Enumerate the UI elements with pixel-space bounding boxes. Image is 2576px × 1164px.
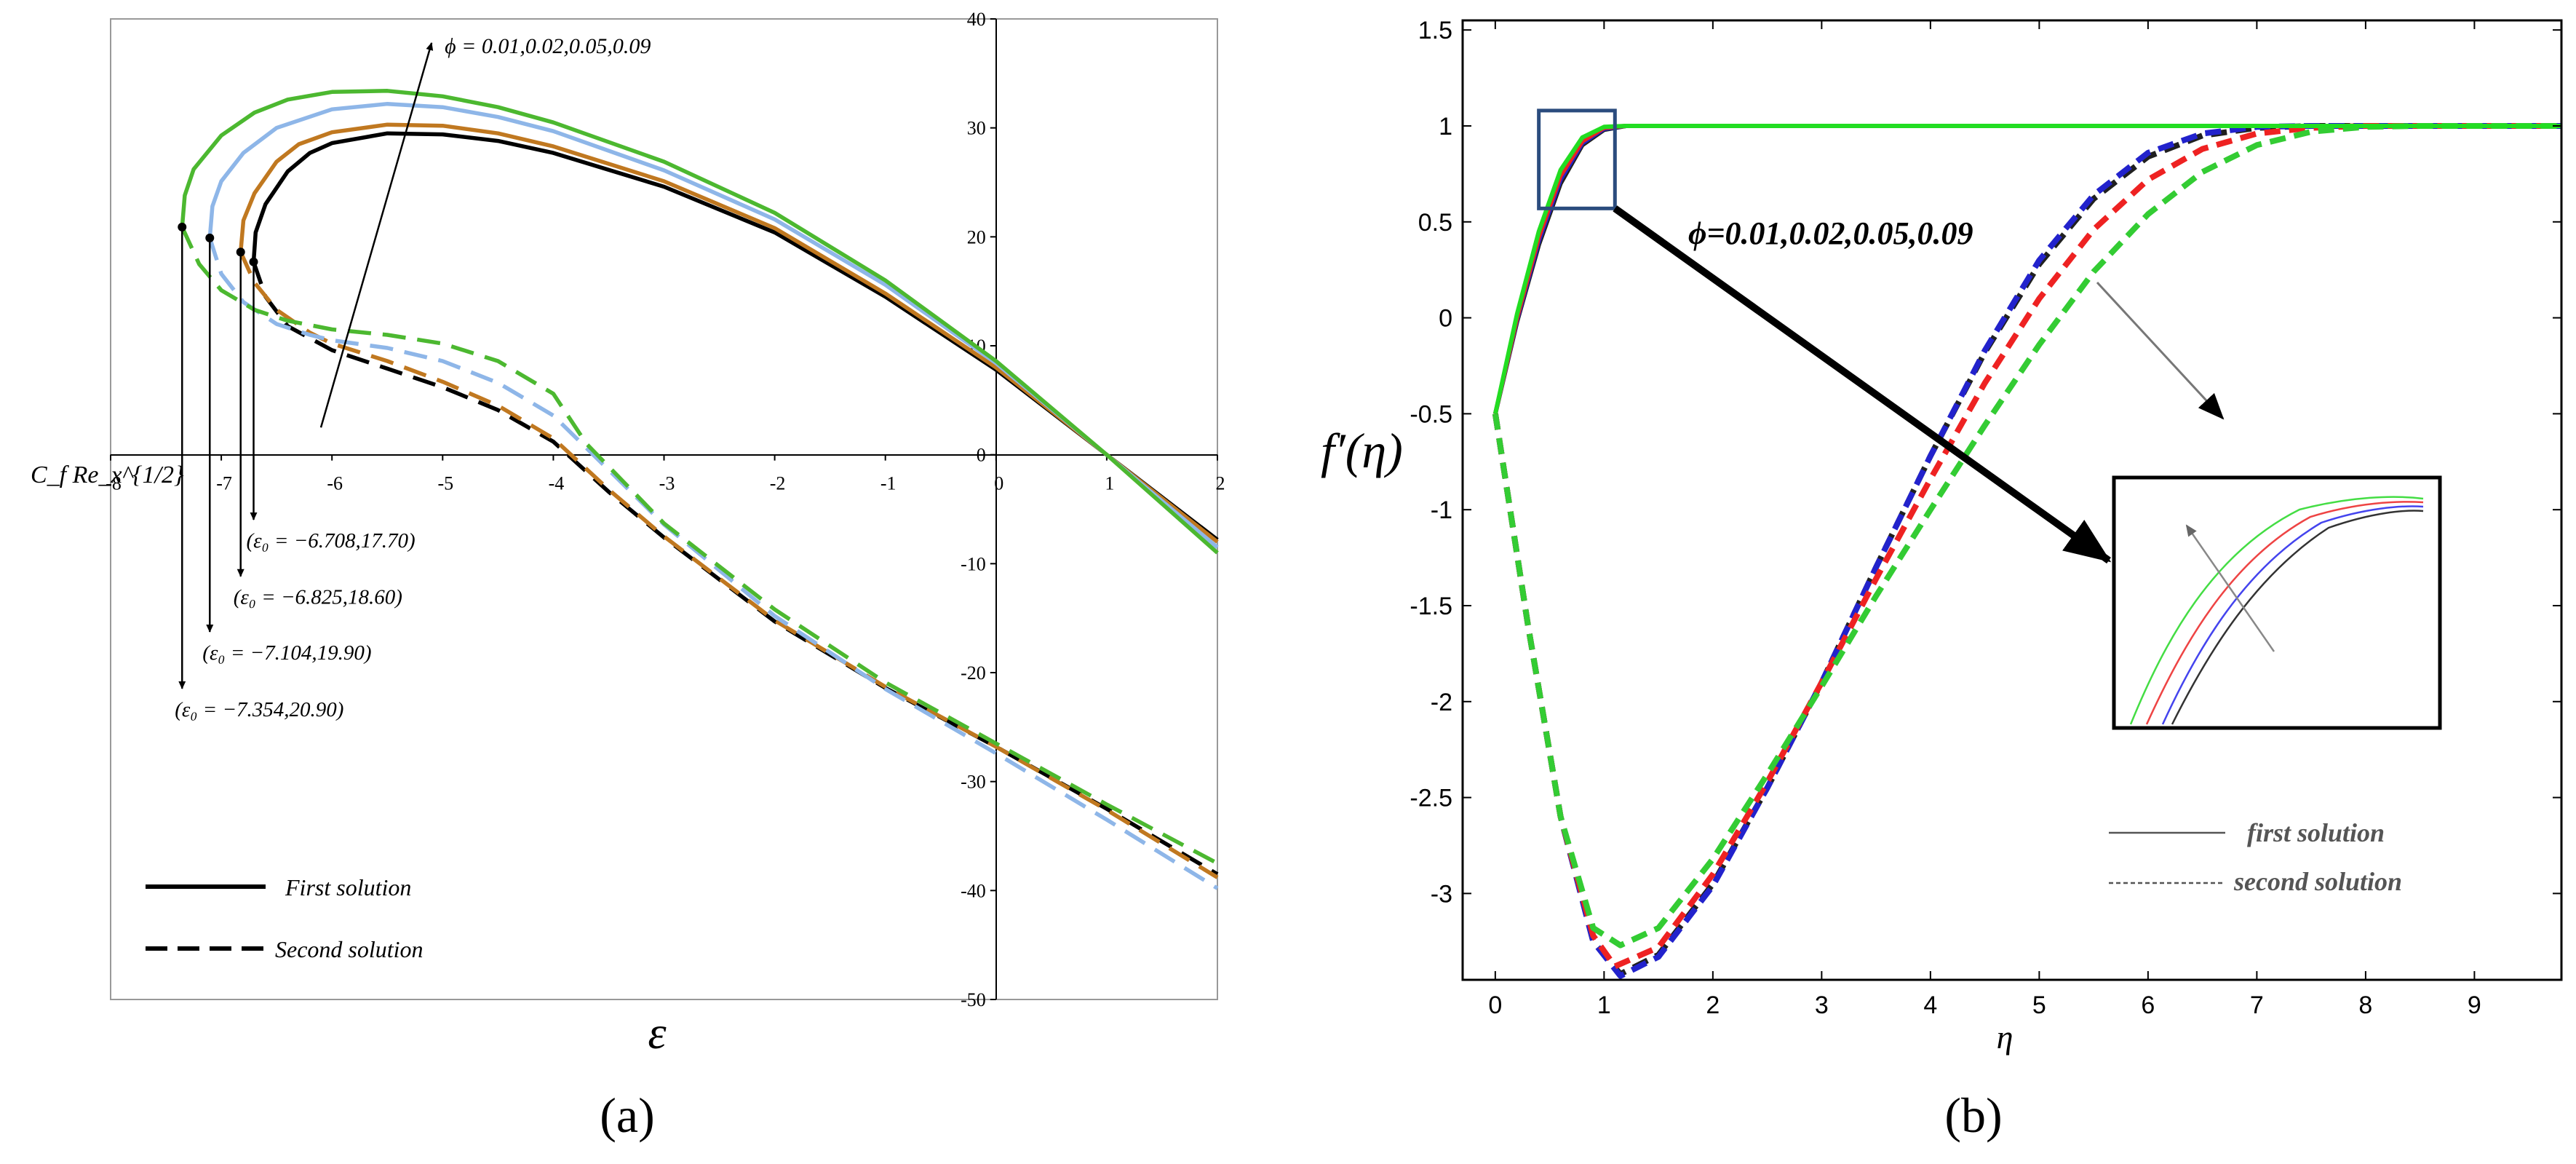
a-xtick-label: -1 <box>880 473 897 494</box>
panel-b-legend: first solution second solution <box>2109 818 2402 896</box>
panel-a-chart: -8 -7 -6 -5 -4 -3 -2 -1 0 1 2403020100-10-20-30-40… <box>31 9 1225 1143</box>
b-ytick-label: -2.5 <box>1410 785 1452 812</box>
a-series-second-phi-0.02 <box>239 251 1219 879</box>
panel-a-legend: First solution Second solution <box>146 874 424 962</box>
a-phi-label: ϕ = 0.01,0.02,0.05,0.09 <box>445 34 651 58</box>
a-phi-arrow <box>319 41 434 428</box>
inset-curve-red <box>2145 501 2424 725</box>
b-ytick-label: 1 <box>1439 113 1452 140</box>
panel-a-frame <box>110 18 1218 1000</box>
b-zoom-box <box>1537 108 1617 210</box>
inset-curve-blue <box>2161 505 2424 725</box>
b-ytick-label: -1 <box>1431 496 1452 524</box>
panel-a-annotations: ϕ = 0.01,0.02,0.05,0.09 (ε₀ = −6.708,17.7… <box>175 34 651 721</box>
a-bifurcation-label: (ε₀ = −7.354,20.90) <box>175 698 343 721</box>
a-ytick-label: -50 <box>961 989 986 1010</box>
b-xtick-label: 3 <box>1815 991 1829 1019</box>
panel-b-frame <box>1461 19 2563 981</box>
zoom-inset <box>2112 475 2442 730</box>
a-series-first-phi-0.09 <box>180 89 1219 555</box>
b-series-first-phi-0.05 <box>1492 124 2561 415</box>
legend-b-first-solution-label: first solution <box>2247 818 2385 847</box>
a-series-first-phi-0.02 <box>238 122 1219 544</box>
a-xtick-label: -3 <box>659 473 675 494</box>
a-xtick-label: -4 <box>549 473 565 494</box>
a-ytick-label: -20 <box>961 662 986 684</box>
b-series-first-phi-0.09 <box>1492 124 2561 415</box>
inset-curve-black <box>2171 510 2424 725</box>
a-bifurcation-label: (ε₀ = −6.825,18.60) <box>234 586 402 609</box>
a-xtick-label: 0 <box>994 473 1003 494</box>
b-ytick-label: 0.5 <box>1418 209 1452 237</box>
a-xtick-label: -6 <box>327 473 343 494</box>
panel-a-xlabel: ε <box>648 1007 667 1058</box>
a-series-second-phi-0.09 <box>180 226 1219 866</box>
panel-b-caption: (b) <box>1944 1088 2002 1143</box>
a-ytick-label: 30 <box>967 118 986 139</box>
a-ytick-label: -30 <box>961 772 986 793</box>
b-xtick-label: 2 <box>1706 991 1720 1019</box>
panel-a-series <box>180 89 1219 890</box>
b-xtick-label: 6 <box>2141 991 2155 1019</box>
a-series-first-phi-0.01 <box>251 131 1219 542</box>
inset-curve-green <box>2129 496 2424 725</box>
panel-b-ticks: 0 1 2 3 4 5 6 7 8 9 1.5 1 0.5 0 -0.5 -1 -1.5 -2 -2.5 -3 <box>1410 17 2561 1019</box>
b-xtick-label: 4 <box>1923 991 1937 1019</box>
b-ytick-label: -3 <box>1431 880 1452 908</box>
a-xtick-label: 2 <box>1216 473 1225 494</box>
b-series-first-phi-0.01 <box>1492 124 2561 415</box>
b-xtick-label: 8 <box>2358 991 2372 1019</box>
b-ytick-label: 0 <box>1439 305 1452 333</box>
b-series-second-phi-0.09 <box>1492 123 2561 949</box>
a-ytick-label: 40 <box>967 9 986 30</box>
b-xtick-label: 7 <box>2250 991 2264 1019</box>
legend-b-second-solution-label: second solution <box>2233 867 2402 896</box>
a-bifurcation-label: (ε₀ = −7.104,19.90) <box>202 641 371 665</box>
panel-b-ylabel: f′(η) <box>1321 423 1403 478</box>
a-series-second-phi-0.01 <box>251 261 1219 876</box>
a-ytick-label: -40 <box>961 880 986 901</box>
b-xtick-label: 1 <box>1597 991 1611 1019</box>
panel-b-xlabel: η <box>1997 1018 2014 1056</box>
a-bifurcation-label: (ε₀ = −6.708,17.70) <box>247 529 416 553</box>
a-ytick-label: -10 <box>961 553 986 574</box>
legend-second-solution-label: Second solution <box>275 936 424 962</box>
b-series-second-phi-0.05 <box>1492 123 2561 970</box>
a-xtick-label: -8 <box>106 473 122 494</box>
panel-a-ylabel: C_f Re_x^{1/2} <box>31 462 184 488</box>
panel-b-series <box>1492 123 2561 979</box>
a-ytick-label: 20 <box>967 226 986 248</box>
b-series-first-phi-0.02 <box>1492 124 2561 415</box>
b-xtick-label: 5 <box>2032 991 2046 1019</box>
inset-phi-arrow <box>2185 524 2275 652</box>
a-xtick-label: -7 <box>216 473 232 494</box>
b-ytick-label: 1.5 <box>1418 17 1452 44</box>
a-ytick-label: 0 <box>977 445 986 466</box>
b-phi-arrow <box>2096 281 2225 420</box>
panel-a-ticks: -8 -7 -6 -5 -4 -3 -2 -1 0 1 2403020100-10-20-30-40… <box>106 9 1225 1010</box>
b-zoom-arrow <box>1613 205 2112 564</box>
b-phi-label: ϕ=0.01,0.02,0.05,0.09 <box>1688 215 1973 251</box>
panel-a-caption: (a) <box>600 1088 654 1143</box>
legend-first-solution-label: First solution <box>285 874 411 900</box>
a-series-second-phi-0.05 <box>207 237 1219 890</box>
b-ytick-label: -2 <box>1431 689 1452 716</box>
b-ytick-label: -0.5 <box>1410 400 1452 428</box>
b-xtick-label: 0 <box>1488 991 1502 1019</box>
b-xtick-label: 9 <box>2468 991 2481 1019</box>
a-xtick-label: -5 <box>437 473 453 494</box>
a-xtick-label: 1 <box>1105 473 1114 494</box>
b-ytick-label: -1.5 <box>1410 593 1452 620</box>
zoom-inset-frame <box>2112 475 2442 730</box>
panel-b-chart: 0 1 2 3 4 5 6 7 8 9 1.5 1 0.5 0 -0.5 -1 -1.5 -2 -2.5 -3 ϕ=0… <box>1321 17 2563 1143</box>
a-series-first-phi-0.05 <box>207 101 1219 550</box>
panel-b-annotations: ϕ=0.01,0.02,0.05,0.09 <box>1537 108 2225 564</box>
a-xtick-label: -2 <box>770 473 786 494</box>
